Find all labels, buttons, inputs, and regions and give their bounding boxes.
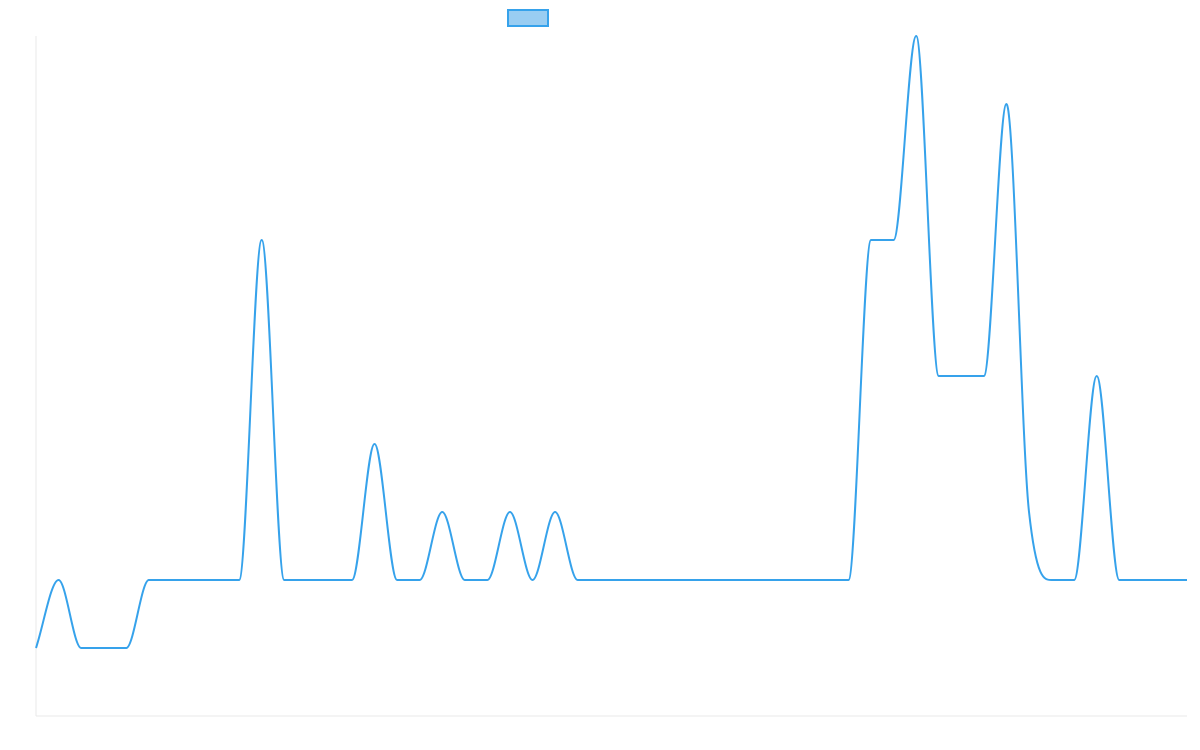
data-point[interactable] [665,577,671,583]
data-point[interactable] [326,577,332,583]
data-point[interactable] [733,577,739,583]
data-point[interactable] [1071,577,1077,583]
data-point[interactable] [349,577,355,583]
data-point[interactable] [845,577,851,583]
data-point[interactable] [168,577,174,583]
data-point[interactable] [236,577,242,583]
data-point[interactable] [778,577,784,583]
data-point[interactable] [823,577,829,583]
data-point[interactable] [936,373,942,379]
data-point[interactable] [1049,577,1055,583]
data-point[interactable] [642,577,648,583]
points-layer [33,33,1190,651]
data-point[interactable] [101,645,107,651]
data-point[interactable] [710,577,716,583]
data-point[interactable] [462,577,468,583]
data-point[interactable] [530,577,536,583]
data-point[interactable] [123,645,129,651]
data-point[interactable] [800,577,806,583]
data-point[interactable] [597,577,603,583]
axes [35,36,1187,717]
data-point[interactable] [146,577,152,583]
data-point[interactable] [1094,373,1100,379]
data-point[interactable] [417,577,423,583]
data-point[interactable] [1116,577,1122,583]
data-point[interactable] [484,577,490,583]
data-point[interactable] [372,441,378,447]
series-line [35,34,1187,649]
data-point[interactable] [687,577,693,583]
data-point[interactable] [304,577,310,583]
data-point[interactable] [439,509,445,515]
data-point[interactable] [958,373,964,379]
data-point[interactable] [981,373,987,379]
legend[interactable] [507,9,549,27]
data-point[interactable] [191,577,197,583]
data-point[interactable] [394,577,400,583]
data-point[interactable] [56,577,62,583]
data-point[interactable] [913,33,919,39]
data-point[interactable] [259,237,265,243]
data-point[interactable] [507,509,513,515]
data-point[interactable] [575,577,581,583]
data-point[interactable] [1003,101,1009,107]
data-point[interactable] [1026,509,1032,515]
data-point[interactable] [281,577,287,583]
data-point[interactable] [1184,577,1190,583]
legend-swatch[interactable] [507,9,549,27]
data-point[interactable] [78,645,84,651]
data-point[interactable] [1161,577,1167,583]
data-point[interactable] [33,645,39,651]
data-point[interactable] [552,509,558,515]
data-point[interactable] [868,237,874,243]
data-point[interactable] [755,577,761,583]
data-point[interactable] [891,237,897,243]
series-layer [35,34,1187,649]
data-point[interactable] [214,577,220,583]
data-point[interactable] [1139,577,1145,583]
data-point[interactable] [620,577,626,583]
